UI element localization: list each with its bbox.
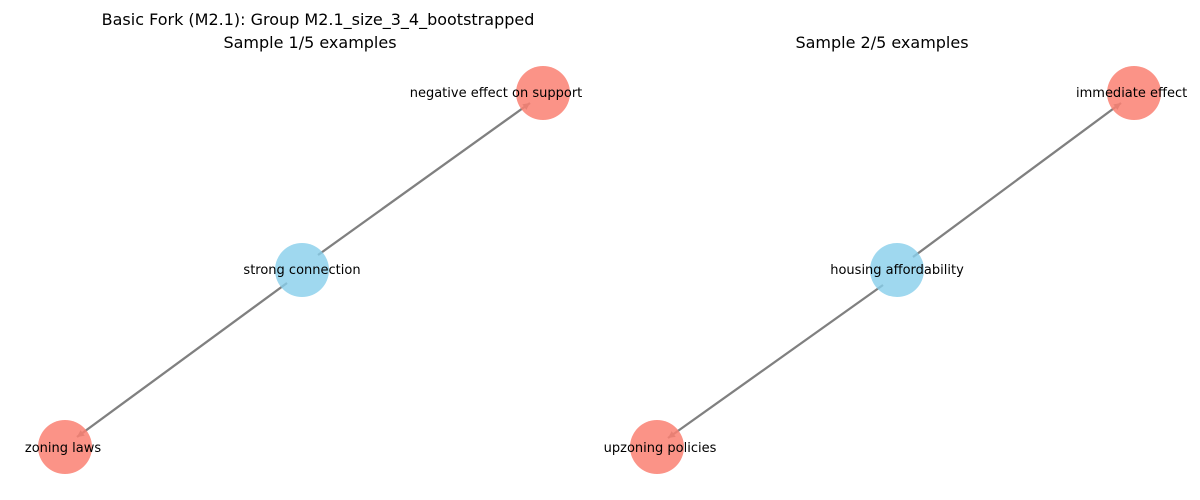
panel-1-node-top	[516, 66, 570, 120]
panel-2-subtitle: Sample 2/5 examples	[795, 33, 968, 52]
panel-1-label-bottom: zoning laws	[25, 441, 101, 456]
panel-2-node-hub	[870, 243, 924, 297]
panel-2-node-top	[1107, 66, 1161, 120]
panel-2-edge-center-bottom	[667, 284, 884, 439]
panel-1-edge-center-bottom	[76, 282, 288, 438]
panel-1-subtitle: Sample 1/5 examples	[223, 33, 396, 52]
panel-1-node-hub	[275, 243, 329, 297]
panel-2-label-bottom: upzoning policies	[604, 441, 717, 456]
panel-2-edge-center-top	[912, 102, 1122, 258]
panel-1-edge-center-top	[317, 102, 531, 256]
panel-1: Basic Fork (M2.1): Group M2.1_size_3_4_b…	[25, 10, 582, 474]
panel-2-label-top: immediate effect	[1076, 86, 1187, 101]
panel-2-node-bottom	[630, 420, 684, 474]
panel-1-label-top: negative effect on support	[410, 86, 583, 101]
panel-1-title: Basic Fork (M2.1): Group M2.1_size_3_4_b…	[102, 10, 535, 30]
panel-1-label-hub: strong connection	[243, 263, 360, 278]
panel-2: Sample 2/5 examples housing affordabilit…	[604, 33, 1187, 474]
panel-1-node-bottom	[38, 420, 92, 474]
panel-2-label-hub: housing affordability	[830, 263, 964, 278]
